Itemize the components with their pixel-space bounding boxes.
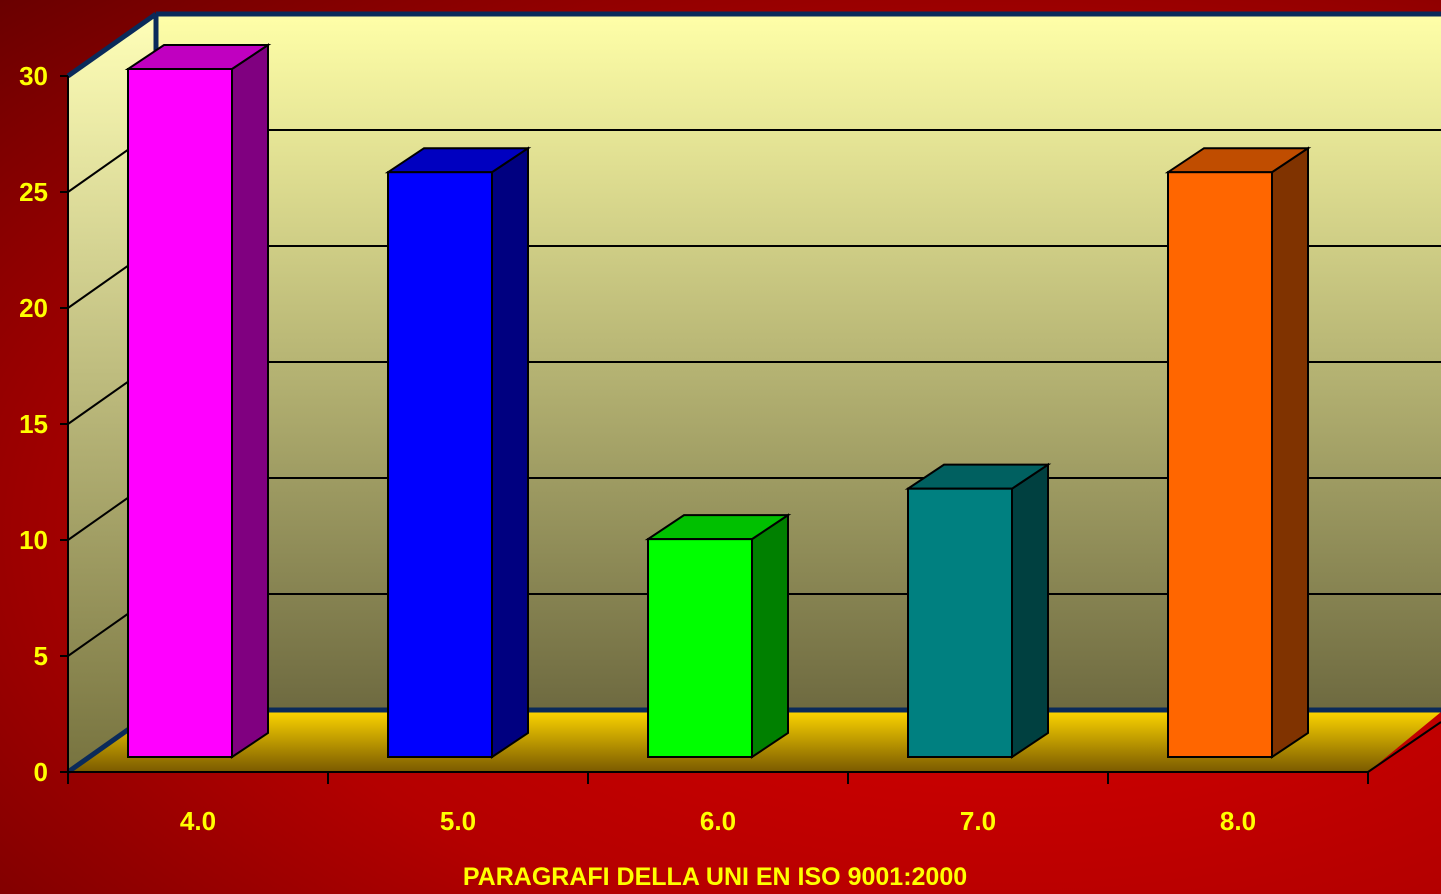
x-axis-tick-labels: 4.0 5.0 6.0 7.0 8.0 bbox=[67, 772, 1369, 836]
y-tick-label-1: 5 bbox=[34, 641, 48, 671]
y-tick-label-3: 15 bbox=[19, 409, 48, 439]
floor-right-edge bbox=[1367, 721, 1441, 773]
y-tick-label-5: 25 bbox=[19, 177, 48, 207]
y-tick-label-0: 0 bbox=[34, 757, 48, 787]
bar-front-1 bbox=[387, 171, 493, 758]
bar-side-3 bbox=[1011, 462, 1049, 759]
x-tick-label-0: 4.0 bbox=[180, 806, 216, 836]
bar-front-0 bbox=[127, 68, 233, 758]
bar-7.0 bbox=[904, 462, 1052, 759]
bar-4.0 bbox=[124, 43, 272, 759]
bar-side-0 bbox=[231, 43, 269, 759]
x-tick-label-2: 6.0 bbox=[700, 806, 736, 836]
y-axis-tick-labels: 0 5 10 15 20 25 30 bbox=[19, 61, 68, 787]
bar-front-3 bbox=[907, 487, 1013, 758]
x-tick-label-3: 7.0 bbox=[960, 806, 996, 836]
bar-5.0 bbox=[384, 146, 532, 759]
side-wall-top-edge bbox=[66, 11, 158, 79]
bar-6.0 bbox=[644, 513, 792, 759]
bars bbox=[124, 43, 1312, 759]
bar-side-1 bbox=[491, 146, 529, 759]
bar-side-4 bbox=[1271, 146, 1309, 759]
x-axis-title: PARAGRAFI DELLA UNI EN ISO 9001:2000 bbox=[463, 863, 967, 891]
bar-8.0 bbox=[1164, 146, 1312, 759]
bar-side-2 bbox=[751, 513, 789, 759]
y-tick-label-2: 10 bbox=[19, 525, 48, 555]
x-tick-label-1: 5.0 bbox=[440, 806, 476, 836]
y-tick-label-6: 30 bbox=[19, 61, 48, 91]
y-tick-label-4: 20 bbox=[19, 293, 48, 323]
bar-front-4 bbox=[1167, 171, 1273, 758]
x-tick-label-4: 8.0 bbox=[1220, 806, 1256, 836]
bar-front-2 bbox=[647, 538, 753, 759]
